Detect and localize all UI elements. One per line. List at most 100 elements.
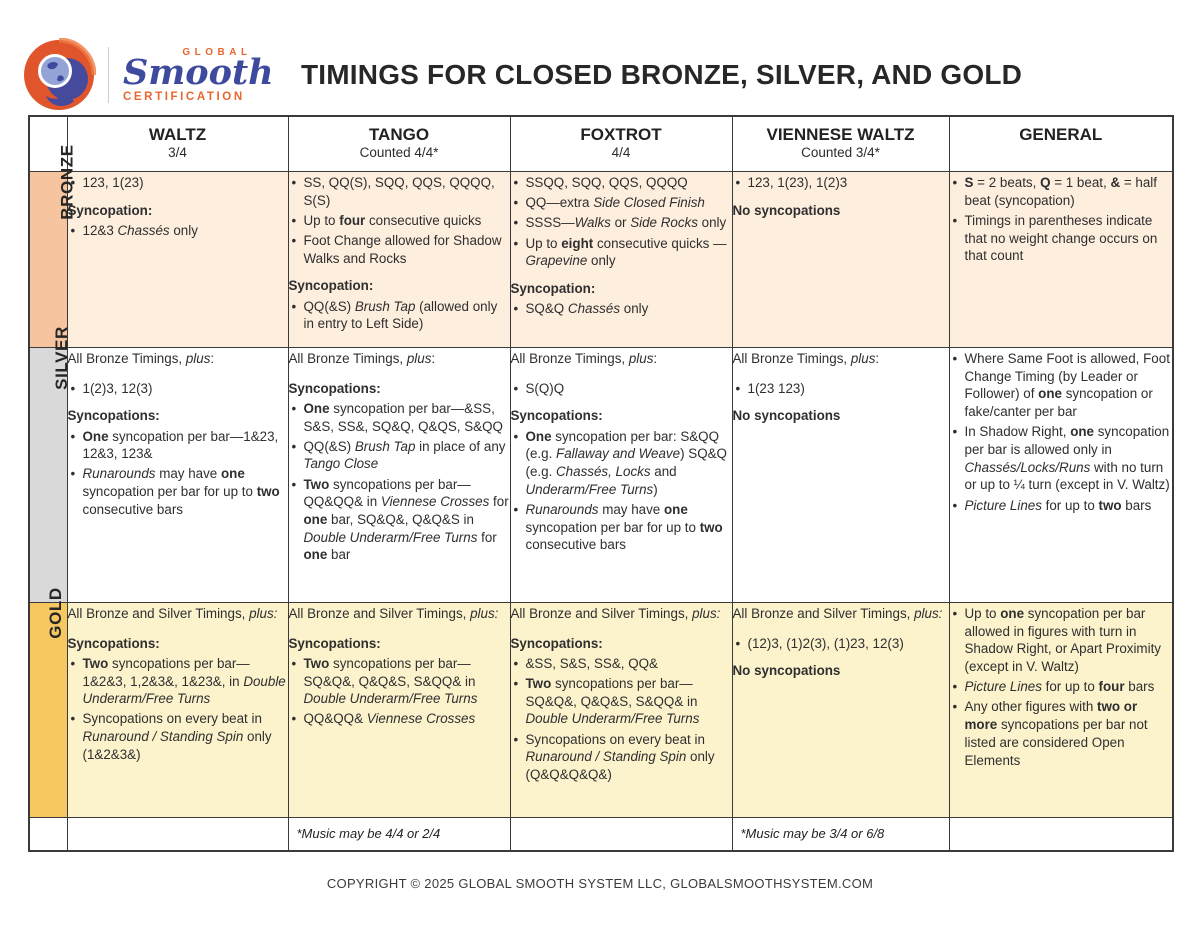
cell-block-bullet: S(Q)Q (511, 380, 732, 398)
cell-block-bullet: QQ(&S) Brush Tap (allowed only in entry … (289, 298, 510, 333)
cell-block-heading: Syncopations: (67, 408, 160, 424)
cell-block-heading: Syncopations: (67, 635, 160, 651)
cell-block-bullet: Two syncopations per bar—QQ&QQ& in Vienn… (289, 476, 510, 564)
cell-block-heading: Syncopations: (510, 635, 603, 651)
cell-bronze-foxtrot: SSQQ, SQQ, QQS, QQQQ QQ—extra Side Closed… (509, 170, 733, 348)
row-bronze: BRONZE 123, 1(23) Syncopation: 12&3 Chassé… (28, 144, 1174, 348)
row-silver: SILVER All Bronze Timings, plus:1(2)3, 1… (28, 326, 1174, 603)
cell-block-plain: All Bronze and Silver Timings, plus: (288, 606, 499, 621)
footnote-waltz (66, 816, 289, 851)
cell-block-bullet: Where Same Foot is allowed, Foot Change … (950, 350, 1173, 421)
page-header: GLOBAL Smooth CERTIFICATION TIMINGS FOR … (22, 38, 1022, 112)
column-header-waltz: WALTZ 3/4 (66, 115, 289, 172)
cell-bronze-waltz: 123, 1(23) Syncopation: 12&3 Chassés only (66, 170, 289, 348)
cell-block-bullet: Two syncopations per bar—1&2&3, 1,2&3&, … (68, 655, 288, 708)
cell-block-bullet: One syncopation per bar: S&QQ (e.g. Fall… (511, 428, 732, 499)
column-title: GENERAL (1019, 125, 1103, 145)
cell-block-heading: Syncopation: (510, 280, 596, 296)
column-title: VIENNESE WALTZ (766, 125, 915, 145)
cell-block-heading: No syncopations (732, 202, 841, 218)
cell-silver-waltz: All Bronze Timings, plus: 1(2)3, 12(3) Syn… (66, 346, 289, 603)
cell-block-bullet: SSSS—Walks or Side Rocks only (511, 214, 732, 232)
cell-block-bullet: Timings in parentheses indicate that no … (950, 212, 1173, 265)
footnote-row: *Music may be 4/4 or 2/4 *Music may be 3… (28, 816, 1174, 851)
column-header-general: GENERAL (948, 115, 1174, 172)
copyright-text: COPYRIGHT © 2025 GLOBAL SMOOTH SYSTEM LL… (326, 876, 874, 891)
column-header-tango: TANGO Counted 4/4* (287, 115, 511, 172)
cell-bronze-general: S = 2 beats, Q = 1 beat, & = half beat (… (948, 170, 1174, 348)
cell-silver-foxtrot: All Bronze Timings, plus: S(Q)Q Syncopatio… (509, 346, 733, 603)
cell-gold-general: Up to one syncopation per bar allowed in… (948, 601, 1174, 818)
cell-block-bullet: (12)3, (1)2(3), (1)23, 12(3) (733, 635, 949, 653)
cell-block-bullet: &SS, S&S, SS&, QQ& (511, 655, 732, 673)
footnote-label-cell (28, 816, 68, 851)
column-subtitle: Counted 3/4* (801, 145, 880, 161)
cell-block-bullet: 1(23 123) (733, 380, 949, 398)
corner-cell (28, 115, 68, 172)
cell-block-bullet: QQ—extra Side Closed Finish (511, 194, 732, 212)
column-title: FOXTROT (580, 125, 662, 145)
cell-block-bullet: SS, QQ(S), SQQ, QQS, QQQQ, S(S) (289, 174, 510, 209)
column-title: WALTZ (148, 125, 207, 145)
cell-block-bullet: Up to four consecutive quicks (289, 212, 510, 230)
cell-block-heading: Syncopation: (288, 278, 374, 294)
logo-global-label: GLOBAL (182, 47, 252, 59)
cell-block-bullet: Syncopations on every beat in Runaround … (511, 731, 732, 784)
cell-block-bullet: QQ&QQ& Viennese Crosses (289, 710, 510, 728)
cell-block-bullet: One syncopation per bar—1&23, 12&3, 123& (68, 428, 288, 463)
cell-block-bullet: SSQQ, SQQ, QQS, QQQQ (511, 174, 732, 192)
cell-block-bullet: 1(2)3, 12(3) (68, 380, 288, 398)
cell-silver-viennese: All Bronze Timings, plus: 1(23 123) No syn… (731, 346, 950, 603)
column-title: TANGO (368, 125, 430, 145)
timings-table: WALTZ 3/4 TANGO Counted 4/4* FOXTROT 4/4… (28, 115, 1174, 852)
column-header-foxtrot: FOXTROT 4/4 (509, 115, 733, 172)
footnote-viennese: *Music may be 3/4 or 6/8 (731, 816, 950, 851)
cell-block-bullet: 12&3 Chassés only (68, 222, 288, 240)
cell-block-plain: All Bronze Timings, plus: (67, 351, 215, 366)
column-subtitle: Counted 4/4* (359, 145, 439, 161)
logo-certification-label: CERTIFICATION (123, 90, 245, 103)
cell-gold-waltz: All Bronze and Silver Timings, plus: Sync… (66, 601, 289, 818)
row-label-silver: SILVER (28, 326, 71, 603)
cell-block-plain: All Bronze and Silver Timings, plus: (67, 606, 278, 621)
cell-block-heading: Syncopations: (288, 635, 381, 651)
footnote-tango: *Music may be 4/4 or 2/4 (287, 816, 511, 851)
cell-block-bullet: Any other figures with two or more synco… (950, 698, 1173, 769)
cell-block-bullet: SQ&Q Chassés only (511, 300, 732, 318)
cell-block-bullet: Two syncopations per bar—SQ&Q&, Q&Q&S, S… (289, 655, 510, 708)
cell-block-bullet: QQ(&S) Brush Tap in place of any Tango C… (289, 438, 510, 473)
footnote-general (948, 816, 1174, 851)
cell-block-heading: Syncopations: (288, 380, 381, 396)
cell-block-plain: All Bronze and Silver Timings, plus: (510, 606, 721, 621)
column-subtitle: 3/4 (168, 145, 187, 161)
cell-block-heading: No syncopations (732, 663, 841, 679)
logo: GLOBAL Smooth CERTIFICATION (22, 38, 283, 112)
cell-block-bullet: Picture Lines for up to four bars (950, 678, 1173, 696)
cell-silver-general: Where Same Foot is allowed, Foot Change … (948, 346, 1174, 603)
cell-block-plain: All Bronze Timings, plus: (288, 351, 436, 366)
cell-block-bullet: 123, 1(23), 1(2)3 (733, 174, 949, 192)
row-label-text: GOLD (45, 586, 65, 639)
cell-block-bullet: Up to one syncopation per bar allowed in… (950, 605, 1173, 676)
column-subtitle: 4/4 (611, 145, 631, 161)
row-label-gold: GOLD (28, 587, 68, 818)
column-subtitle (952, 145, 1171, 162)
cell-block-bullet: Two syncopations per bar—SQ&Q&, Q&Q&S, S… (511, 675, 732, 728)
cell-bronze-tango: SS, QQ(S), SQQ, QQS, QQQQ, S(S) Up to fou… (287, 170, 511, 348)
cell-block-heading: Syncopation: (67, 202, 153, 218)
cell-block-bullet: Syncopations on every beat in Runaround … (68, 710, 288, 763)
cell-block-bullet: Runarounds may have one syncopation per … (511, 501, 732, 554)
cell-bronze-viennese: 123, 1(23), 1(2)3 No syncopations (731, 170, 950, 348)
logo-mark-icon (24, 38, 96, 110)
footnote-foxtrot (509, 816, 733, 851)
row-label-bronze: BRONZE (28, 144, 77, 348)
logo-smooth-label: Smooth (123, 52, 274, 94)
cell-block-bullet: Picture Lines for up to two bars (950, 497, 1173, 515)
cell-block-bullet: Foot Change allowed for Shadow Walks and… (289, 232, 510, 267)
cell-block-plain: All Bronze Timings, plus: (732, 351, 880, 366)
cell-block-bullet: 123, 1(23) (68, 174, 288, 192)
cell-block-heading: Syncopations: (510, 408, 603, 424)
cell-block-bullet: S = 2 beats, Q = 1 beat, & = half beat (… (950, 174, 1173, 209)
table-header-row: WALTZ 3/4 TANGO Counted 4/4* FOXTROT 4/4… (28, 115, 1174, 172)
cell-gold-tango: All Bronze and Silver Timings, plus: Sync… (287, 601, 511, 818)
